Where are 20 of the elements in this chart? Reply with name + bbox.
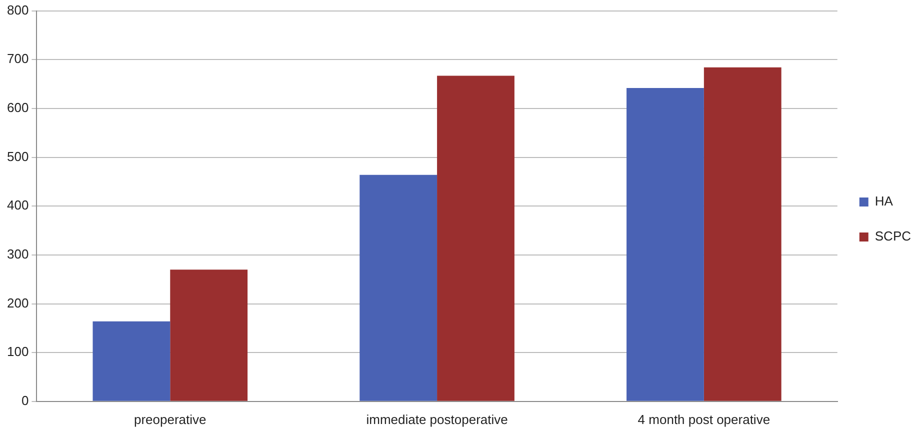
bar bbox=[704, 67, 782, 401]
bar bbox=[92, 321, 170, 401]
x-tick-label: 4 month post operative bbox=[638, 412, 770, 427]
legend-label: SCPC bbox=[874, 228, 912, 244]
y-tick-label: 800 bbox=[6, 2, 29, 18]
y-tick-label: 500 bbox=[6, 148, 29, 164]
legend-label: HA bbox=[874, 194, 894, 209]
y-tick-label: 300 bbox=[6, 246, 29, 262]
y-tick-label: 100 bbox=[6, 344, 29, 360]
y-tick-label: 700 bbox=[6, 51, 29, 66]
y-tick-label: 600 bbox=[6, 100, 29, 116]
x-tick-label: immediate postoperative bbox=[366, 412, 508, 427]
bar bbox=[360, 174, 438, 401]
y-tick-label: 400 bbox=[6, 198, 29, 213]
y-tick-label: 0 bbox=[21, 392, 29, 408]
y-tick-label: 200 bbox=[6, 295, 29, 310]
bar bbox=[170, 270, 248, 401]
bar bbox=[626, 88, 704, 401]
bar bbox=[437, 76, 514, 401]
x-tick-label: preoperative bbox=[134, 412, 206, 427]
